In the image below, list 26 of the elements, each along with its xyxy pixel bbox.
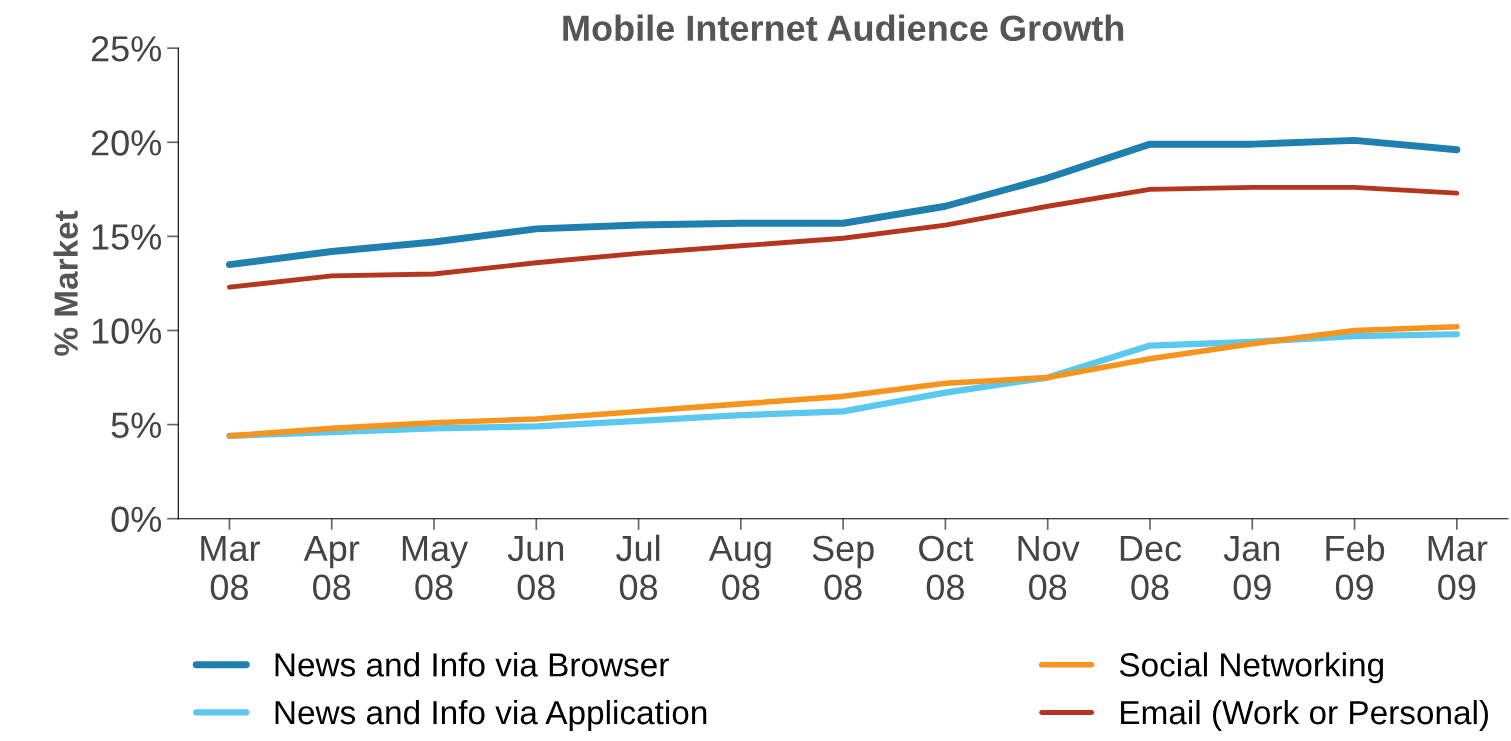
x-tick-label: Jan 09 <box>1223 536 1280 601</box>
y-tick-label: 20% <box>91 130 162 156</box>
x-tick-label: Mar 08 <box>201 536 260 601</box>
y-tick-label: 5% <box>111 412 162 439</box>
x-tick-label: Jun 08 <box>507 536 564 601</box>
x-tick-label: Nov 08 <box>1018 536 1080 601</box>
x-tick-label: Feb 09 <box>1326 534 1385 601</box>
y-tick-label: 10% <box>92 318 162 344</box>
x-tick-label: Aug 08 <box>708 536 771 601</box>
y-tick-label: 25% <box>91 36 162 62</box>
x-tick-label: Jul 08 <box>616 534 660 601</box>
y-axis-title: % Market <box>53 210 78 356</box>
x-tick-label: Mar 09 <box>1428 536 1488 601</box>
x-tick-label: Oct 08 <box>919 535 974 601</box>
x-tick-label: May 08 <box>402 536 469 601</box>
x-tick-label: Sep 08 <box>812 535 874 601</box>
legend-label: News and Info via Browser <box>275 652 669 677</box>
legend-label: Email (Work or Personal) <box>1121 699 1488 732</box>
legend-label: Social Networking <box>1119 652 1383 684</box>
y-tick-label: 0% <box>111 506 162 533</box>
y-tick-label: 15% <box>92 224 162 250</box>
line-series <box>227 185 1460 290</box>
legend-label: News and Info via Application <box>275 699 707 732</box>
x-tick-label: Apr 08 <box>303 536 360 601</box>
chart-title: Mobile Internet Audience Growth <box>563 14 1124 42</box>
x-tick-label: Dec 08 <box>1120 536 1182 601</box>
